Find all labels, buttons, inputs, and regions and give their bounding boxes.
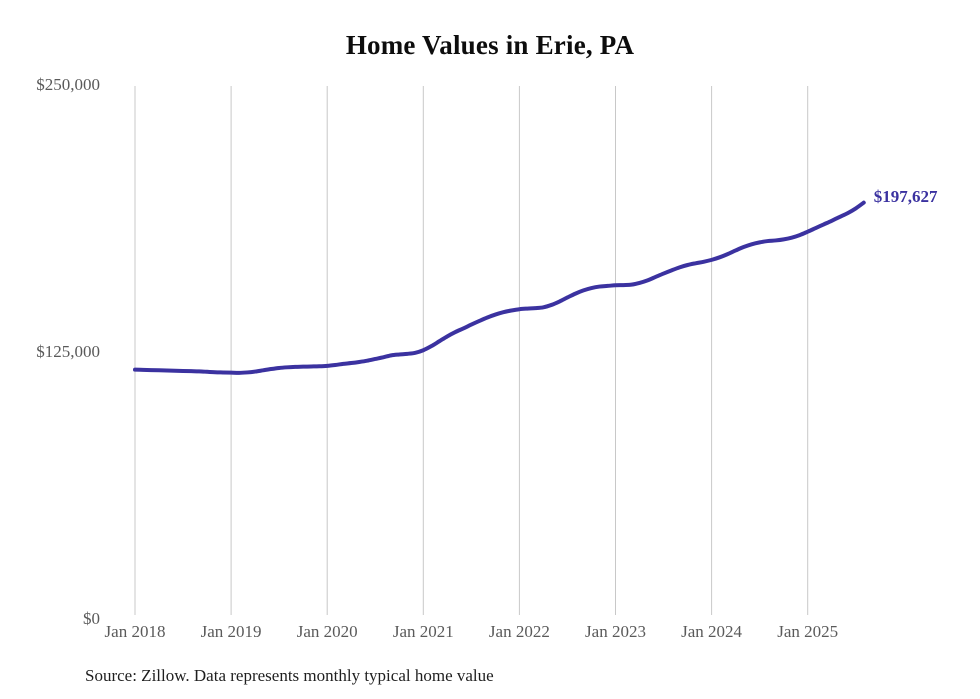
end-value-annotation: $197,627 [873, 186, 938, 206]
source-note: Source: Zillow. Data represents monthly … [85, 666, 494, 685]
home-value-line [133, 200, 866, 375]
y-tick-label-0: $0 [83, 609, 100, 628]
x-tick-label-jan-2024: Jan 2024 [681, 622, 743, 641]
x-tick-label-jan-2020: Jan 2020 [296, 622, 358, 641]
x-tick-label-jan-2021: Jan 2021 [392, 622, 454, 641]
chart-title: Home Values in Erie, PA [345, 30, 635, 60]
y-tick-label-250000: $250,000 [36, 75, 100, 94]
x-tick-label-jan-2023: Jan 2023 [585, 622, 646, 641]
y-tick-label-125000: $125,000 [36, 342, 100, 361]
gridlines-group [134, 86, 809, 615]
x-tick-label-jan-2022: Jan 2022 [488, 622, 550, 641]
x-tick-label-jan-2019: Jan 2019 [200, 622, 262, 641]
x-tick-label-jan-2025: Jan 2025 [777, 622, 839, 641]
x-tick-label-jan-2018: Jan 2018 [104, 622, 166, 641]
